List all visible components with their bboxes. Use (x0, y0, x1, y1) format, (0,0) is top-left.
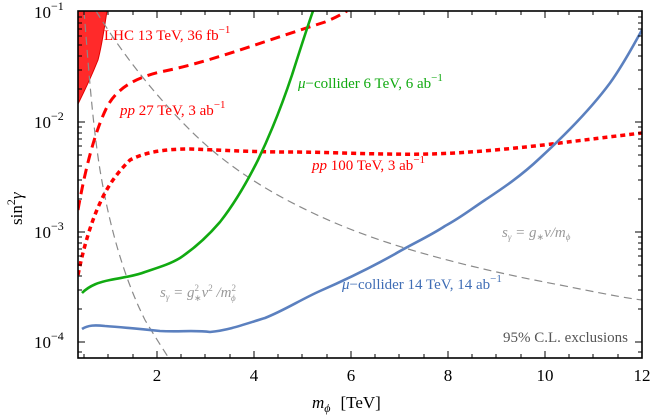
plot-frame (77, 10, 643, 359)
y-tick-labels: 10−4 10−3 10−2 10−1 (34, 0, 64, 352)
annotation-cl-exclusions: 95% C.L. exclusions (503, 330, 628, 346)
y-tick-label: 10−4 (34, 329, 64, 352)
pp-27tev-curve (78, 11, 348, 211)
x-tick-label: 2 (153, 366, 162, 385)
plot-area (78, 11, 642, 358)
y-tick-label: 10−2 (34, 109, 64, 132)
x-tick-label: 8 (444, 366, 453, 385)
x-tick-label: 10 (537, 366, 554, 385)
mu-collider-6tev-curve (81, 11, 315, 294)
x-tick-labels: 2 4 6 8 10 12 (153, 366, 651, 385)
label-pp-100tev: pp 100 TeV, 3 ab−1 (311, 154, 425, 174)
x-ticks (83, 11, 619, 358)
x-tick-label: 4 (250, 366, 259, 385)
label-theory-g2v2-over-m2: sγ = g2 ∗v2 /m2 ϕ (160, 283, 236, 303)
label-mu-collider-14tev: μ−collider 14 TeV, 14 ab−1 (341, 273, 502, 293)
label-pp-27tev: pp 27 TeV, 3 ab−1 (119, 99, 226, 119)
y-ticks (78, 16, 642, 353)
y-tick-label: 10−3 (34, 219, 64, 242)
y-axis-label: sin2γ (4, 191, 26, 225)
theory-line-gv-over-m (95, 11, 642, 301)
mu-collider-14tev-curve (81, 29, 642, 334)
x-tick-label: 6 (347, 366, 356, 385)
y-tick-label: 10−1 (34, 0, 64, 22)
pp-100tev-curve (78, 131, 642, 276)
label-lhc-13tev: LHC 13 TeV, 36 fb−1 (104, 24, 230, 44)
x-tick-label: 12 (634, 366, 651, 385)
lhc-13tev-region (78, 11, 108, 105)
label-mu-collider-6tev: μ−collider 6 TeV, 6 ab−1 (297, 72, 443, 92)
x-axis-label: mϕ [TeV] (312, 393, 381, 415)
theory-line-g2v2-over-m2 (83, 11, 170, 358)
label-theory-gv-over-m: sγ = g∗v/mϕ (502, 225, 571, 242)
